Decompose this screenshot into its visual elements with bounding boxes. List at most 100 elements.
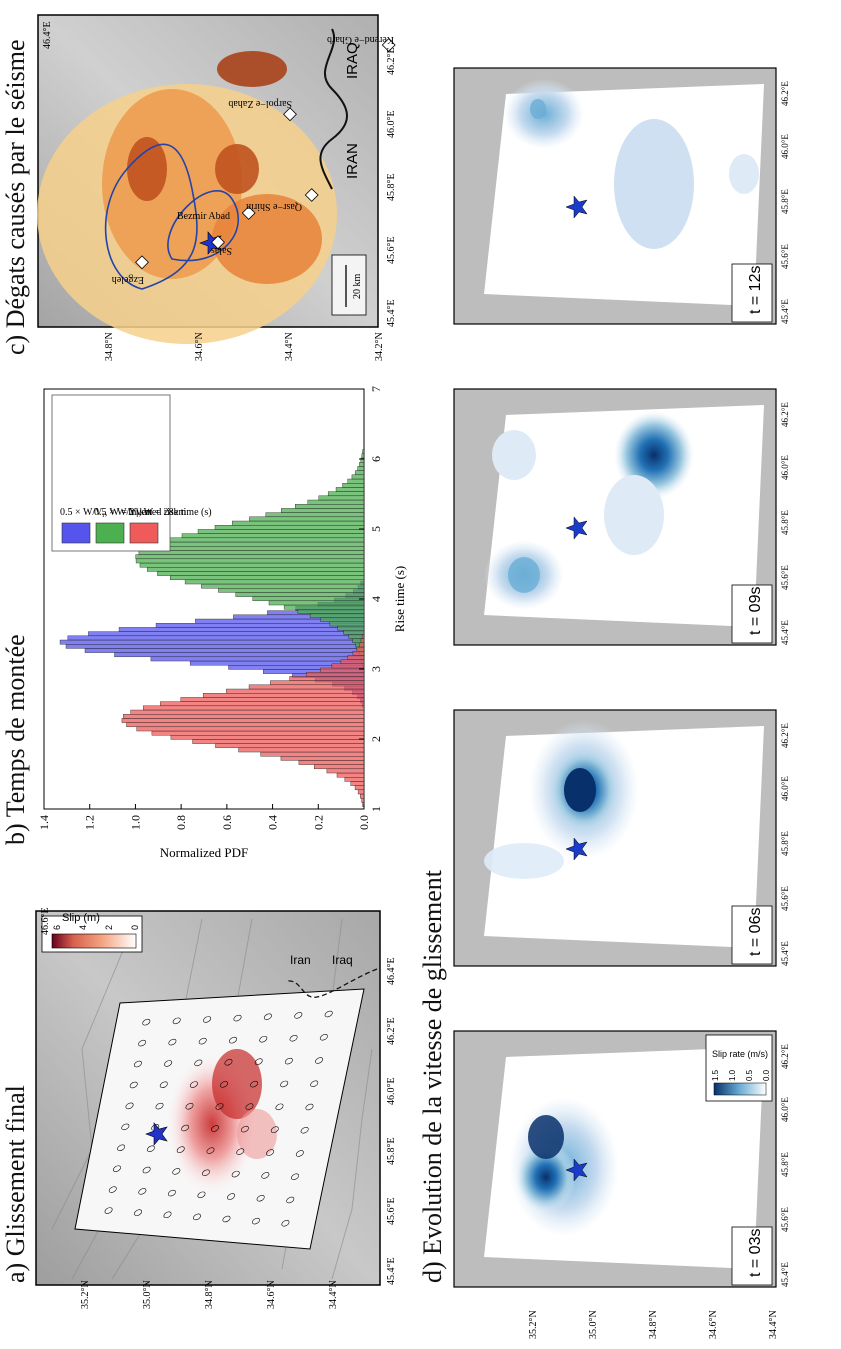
slip-patch-3 [237, 1109, 277, 1159]
histogram-bar-series-2 [202, 693, 365, 698]
place-sarpol: Sarpol−e Zahab [228, 98, 292, 109]
slip-glyph [245, 1103, 254, 1110]
slip-glyph [250, 1080, 259, 1088]
histogram-bar-series-2 [280, 756, 365, 761]
marker-sarpol [304, 188, 319, 202]
histogram-bar-series-1 [201, 583, 365, 589]
histogram-bar-series-1 [232, 520, 365, 526]
lon-tick: 45.4°E [780, 299, 790, 324]
histogram-bar-series-0 [65, 644, 365, 649]
slip-tick-0: 0 [130, 925, 140, 930]
y-tick-label: 0.2 [311, 815, 325, 830]
histogram-bar-series-0 [150, 656, 365, 662]
slip-glyph [324, 1010, 333, 1018]
place-qasr-e-shirin: Qasr−e Shirin [246, 201, 302, 212]
slip-glyph [261, 1172, 270, 1179]
slip-glyph [164, 1060, 173, 1067]
lat-tick: 35.0°N [142, 1280, 153, 1309]
histogram-bar-series-2 [160, 701, 365, 707]
histogram-bar-series-1 [218, 588, 365, 593]
histogram-bar-series-1 [280, 508, 365, 513]
lon-tick: 46.0°E [780, 455, 790, 480]
slip-glyph [220, 1081, 228, 1088]
lon-tick: 45.4°E [780, 620, 790, 645]
damage-zone-heavy-2 [215, 144, 259, 194]
lat-tick: 34.4°N [328, 1280, 339, 1309]
lon-tick: 46.2°E [386, 47, 397, 75]
scale-label: 20 km [352, 274, 363, 300]
histogram-bar-series-0 [118, 627, 365, 632]
place-ezgeleh: Ezgeleh [112, 274, 144, 285]
lon-tick: 46.0°E [780, 134, 790, 159]
lon-tick: 45.8°E [780, 510, 790, 535]
histogram-bar-series-2 [192, 739, 365, 744]
snapshot-t06: t = 06s 45.4°E 45.6°E 45.8°E 46.0°E 46.2… [453, 709, 790, 967]
lon-tick: 45.8°E [780, 189, 790, 214]
slip-glyph [310, 1080, 319, 1087]
histogram-bar-series-1 [347, 478, 365, 484]
y-tick-label: 0.4 [266, 815, 280, 830]
histogram-bar-series-1 [154, 541, 365, 547]
histogram-bar-series-1 [348, 634, 365, 639]
legend: 0.5 × W/Vr, W = 21km 0.5 × W/Vr, W = 28k… [51, 394, 212, 552]
lon-tick: 45.4°E [780, 941, 790, 966]
slip-glyph [142, 1166, 151, 1174]
histogram-bar-series-2 [270, 680, 365, 686]
histogram-bar-series-0 [59, 639, 365, 645]
histogram-bar-series-1 [268, 600, 365, 606]
histogram-bar-series-1 [362, 449, 365, 455]
lon-tick: 46.2°E [386, 1017, 397, 1045]
lat-tick: 35.0°N [588, 1310, 599, 1339]
slip-glyph [112, 1165, 121, 1172]
histogram-bar-series-1 [157, 571, 365, 576]
y-tick-label: 1.0 [128, 815, 142, 830]
slip-contour-1 [104, 143, 198, 290]
slip-glyph [305, 1103, 314, 1111]
marker-bezmir-abad [241, 206, 256, 220]
hypocenter-star-d1 [565, 1158, 588, 1182]
x-tick-label: 3 [369, 666, 383, 672]
x-tick-label: 6 [369, 456, 383, 462]
x-tick-label: 7 [369, 386, 383, 392]
histogram-bar-series-2 [347, 655, 365, 660]
hypocenter-star [145, 1122, 168, 1146]
slip-glyph [315, 1057, 324, 1064]
lat-tick: 34.8°N [204, 1280, 215, 1309]
rate-colorbar: Slip rate (m/s) 0.0 0.5 1.0 1.5 [705, 1034, 773, 1102]
histogram-bar-series-2 [344, 777, 365, 782]
legend-entry-1: 0.5 × W/Vr, W = 21km [60, 507, 152, 519]
lon-tick: 46.6°E [40, 907, 51, 935]
histogram-bar-series-2 [248, 684, 365, 690]
slip-glyph [300, 1127, 309, 1134]
rate-tick: 0.5 [745, 1069, 754, 1081]
histogram-bar-series-2 [238, 747, 365, 753]
panel-a-map: Iran Iraq Slip (m) 0 2 4 6 35.2°N 35.0°N… [35, 907, 397, 1309]
lon-tick: 46.0°E [386, 110, 397, 138]
lat-tick: 34.6°N [708, 1310, 719, 1339]
histogram-bar-series-1 [351, 474, 365, 480]
histogram-bar-series-2 [298, 760, 365, 765]
rate-colorbar-label: Slip rate (m/s) [712, 1049, 768, 1059]
slip-glyph [172, 1168, 181, 1175]
border-line-c [319, 28, 348, 190]
histogram-bar-series-1 [135, 554, 365, 560]
slip-glyph [289, 1034, 298, 1042]
slip-patch-2 [212, 1049, 262, 1119]
snapshot-t09: t = 09s 45.4°E 45.6°E 45.8°E 46.0°E 46.2… [453, 388, 790, 646]
slip-glyph [189, 1081, 198, 1088]
slip-vector-glyphs [104, 1010, 333, 1227]
lon-tick: 45.8°E [386, 1137, 397, 1165]
lat-tick: 34.2°N [374, 332, 385, 361]
slip-glyph [222, 1215, 231, 1223]
lon-ticks-a: 45.4°E 45.6°E 45.8°E 46.0°E 46.2°E 46.4°… [40, 907, 397, 1285]
y-tick-label: 0.8 [174, 815, 188, 830]
lon-ticks-c: 45.4°E 45.6°E 45.8°E 46.0°E 46.2°E 46.4°… [42, 21, 397, 327]
histogram-bar-series-1 [307, 499, 365, 505]
panel-d-snapshots: 35.2°N 35.0°N 34.8°N 34.6°N 34.4°N t = 0… [453, 67, 790, 1339]
slip-glyph [263, 1013, 272, 1020]
histogram-bar-series-1 [354, 470, 365, 476]
histogram-bar-series-1 [357, 466, 365, 471]
x-axis-ticks: 1 2 3 4 5 6 7 [359, 386, 383, 812]
lat-tick: 34.8°N [648, 1310, 659, 1339]
